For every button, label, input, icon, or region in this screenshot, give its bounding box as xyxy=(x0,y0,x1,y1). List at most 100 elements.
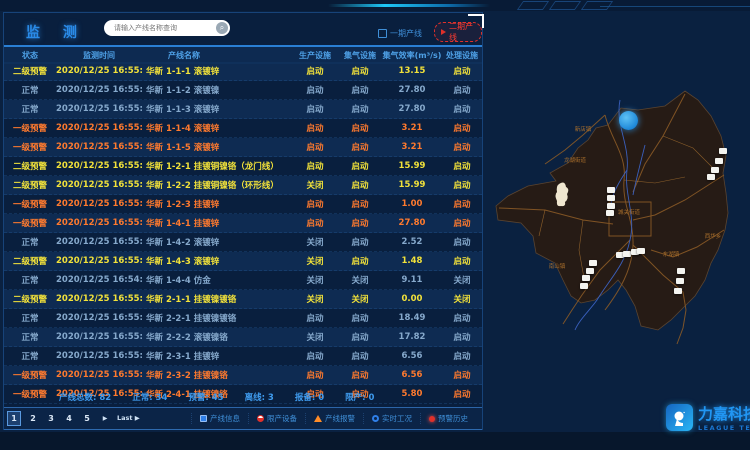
col-treat: 处理设施 xyxy=(446,51,478,60)
cell-status: 正常 xyxy=(21,105,39,115)
table-row[interactable]: 一级预警 2020/12/25 16:55:24 华新 1-1-4 滚镀锌 启动… xyxy=(4,119,482,138)
legend-item-gauge[interactable]: 实时工况 xyxy=(363,413,420,424)
table-row[interactable]: 正常 2020/12/25 16:55:24 华新 1-4-2 滚镀锌 关闭 启… xyxy=(4,233,482,252)
enterprise-marker[interactable] xyxy=(715,158,723,164)
enterprise-marker[interactable] xyxy=(719,148,727,154)
enterprise-marker[interactable] xyxy=(676,278,684,284)
enterprise-marker[interactable] xyxy=(606,210,614,216)
map-town-label: 东湖镇 xyxy=(662,252,680,258)
next-page-button[interactable]: ▶ xyxy=(102,415,108,422)
cell-name: 华新 2-3-1 挂镀锌 xyxy=(146,352,220,362)
table-row[interactable]: 一级预警 2020/12/25 16:55:24 华新 2-3-2 挂镀镍铬 启… xyxy=(4,366,482,385)
cell-status: 正常 xyxy=(21,86,39,96)
lake-shape xyxy=(555,182,569,207)
cell-treat: 启动 xyxy=(453,143,471,153)
cell-treat: 启动 xyxy=(453,67,471,77)
league-logo-icon xyxy=(666,404,693,431)
table-row[interactable]: 一级预警 2020/12/25 16:55:24 华新 1-2-3 挂镀锌 启动… xyxy=(4,195,482,214)
cell-status: 正常 xyxy=(21,314,39,324)
brand-logo: 力嘉科技 LEAGUE TE xyxy=(666,403,750,432)
cell-gas: 启动 xyxy=(351,352,369,362)
cell-eff: 15.99 xyxy=(398,161,426,171)
top-decor-strip xyxy=(0,0,750,11)
phase2-button[interactable]: 二期产线 xyxy=(434,22,482,42)
cell-status: 二级预警 xyxy=(12,67,47,77)
enterprise-marker[interactable] xyxy=(677,268,685,274)
table-row[interactable]: 二级预警 2020/12/25 16:55:04 华新 1-4-3 滚镀锌 关闭… xyxy=(4,252,482,271)
enterprise-marker[interactable] xyxy=(607,187,615,193)
enterprise-marker[interactable] xyxy=(707,174,715,180)
legend-label: 限产设备 xyxy=(267,414,297,423)
page-button[interactable]: 5 xyxy=(84,414,90,423)
cell-gas: 启动 xyxy=(351,257,369,267)
enterprise-marker[interactable] xyxy=(637,248,645,254)
table-row[interactable]: 二级预警 2020/12/25 16:55:24 华新 2-1-1 挂镀镍镀铬 … xyxy=(4,290,482,309)
table-row[interactable]: 二级预警 2020/12/25 16:55:04 华新 1-2-1 挂镀铜镍铬（… xyxy=(4,157,482,176)
enterprise-marker[interactable] xyxy=(580,283,588,289)
enterprise-marker[interactable] xyxy=(711,167,719,173)
cell-time: 2020/12/25 16:55:24 xyxy=(56,180,142,190)
gauge-icon xyxy=(372,415,379,422)
map-town-label: 龙湖街道 xyxy=(563,158,587,164)
cell-eff: 3.21 xyxy=(401,142,423,152)
table-row[interactable]: 正常 2020/12/25 16:55:24 华新 1-1-3 滚镀锌 启动 启… xyxy=(4,100,482,119)
cell-prod: 启动 xyxy=(306,314,324,324)
table-row[interactable]: 一级预警 2020/12/25 16:55:24 华新 1-4-1 挂镀锌 启动… xyxy=(4,214,482,233)
enterprise-marker[interactable] xyxy=(623,251,631,257)
noentry-icon xyxy=(257,415,264,422)
table-row[interactable]: 二级预警 2020/12/25 16:55:24 华新 1-1-1 滚镀锌 启动… xyxy=(4,62,482,81)
enterprise-marker[interactable] xyxy=(616,252,624,258)
cell-eff: 6.56 xyxy=(401,351,423,361)
table-row[interactable]: 二级预警 2020/12/25 16:55:24 华新 1-2-2 挂镀铜镍铬（… xyxy=(4,176,482,195)
table-row[interactable]: 正常 2020/12/25 16:55:04 华新 2-2-2 滚镀镍铬 关闭 … xyxy=(4,328,482,347)
summary-item: 预警: 45 xyxy=(188,393,224,403)
page-button[interactable]: 1 xyxy=(7,411,21,426)
legend-item-noentry[interactable]: 限产设备 xyxy=(248,413,305,424)
search-input[interactable] xyxy=(112,23,216,33)
table-row[interactable]: 一级预警 2020/12/25 16:55:24 华新 2-4-1 挂镀镍铬 启… xyxy=(4,385,482,404)
cell-name: 华新 1-2-3 挂镀锌 xyxy=(146,200,220,210)
incident-marker[interactable] xyxy=(618,110,638,130)
search-icon[interactable]: ⌕ xyxy=(216,22,228,34)
legend-item-dot[interactable]: 预警历史 xyxy=(420,413,476,424)
table-row[interactable]: 正常 2020/12/25 16:55:24 华新 2-3-1 挂镀锌 启动 启… xyxy=(4,347,482,366)
cell-prod: 关闭 xyxy=(306,276,324,286)
phase1-toggle[interactable]: 一期产线 xyxy=(378,28,422,39)
cell-time: 2020/12/25 16:54:44 xyxy=(56,275,142,285)
cell-time: 2020/12/25 16:55:24 xyxy=(56,199,142,209)
district-map[interactable]: 新店镇 龙湖街道 城关街道 西华乡 东湖镇 南山镇 xyxy=(487,52,747,402)
cell-status: 二级预警 xyxy=(12,162,47,172)
table-row[interactable]: 正常 2020/12/25 16:55:04 华新 2-2-1 挂镀镍镀铬 启动… xyxy=(4,309,482,328)
cell-prod: 启动 xyxy=(306,86,324,96)
page-button[interactable]: 2 xyxy=(30,414,36,423)
phase2-label: 二期产线 xyxy=(449,22,473,42)
table-row[interactable]: 正常 2020/12/25 16:54:44 华新 1-4-4 仿金 关闭 关闭… xyxy=(4,271,482,290)
cell-status: 一级预警 xyxy=(12,143,47,153)
page-button[interactable]: 4 xyxy=(66,414,72,423)
page-button[interactable]: 3 xyxy=(48,414,54,423)
cell-prod: 启动 xyxy=(306,352,324,362)
grid-icon xyxy=(200,415,207,422)
enterprise-marker[interactable] xyxy=(607,203,615,209)
cell-eff: 5.80 xyxy=(401,389,423,399)
enterprise-marker[interactable] xyxy=(607,195,615,201)
table-row[interactable]: 正常 2020/12/25 16:55:24 华新 1-1-2 滚镀镍 启动 启… xyxy=(4,81,482,100)
cell-treat: 启动 xyxy=(453,219,471,229)
top-thin-line xyxy=(600,6,750,7)
phase1-label: 一期产线 xyxy=(390,29,422,38)
last-page-button[interactable]: Last ▶ xyxy=(117,414,140,422)
cell-time: 2020/12/25 16:55:24 xyxy=(56,85,142,95)
cell-gas: 启动 xyxy=(351,314,369,324)
cell-eff: 27.80 xyxy=(398,218,426,228)
legend-item-grid[interactable]: 产线信息 xyxy=(191,413,248,424)
map-town-label: 城关街道 xyxy=(617,210,641,216)
legend-item-tri[interactable]: 产线报警 xyxy=(305,413,363,424)
col-name: 产线名称 xyxy=(168,51,200,60)
cell-eff: 6.56 xyxy=(401,370,423,380)
enterprise-marker[interactable] xyxy=(631,249,639,255)
enterprise-marker[interactable] xyxy=(589,260,597,266)
enterprise-marker[interactable] xyxy=(674,288,682,294)
table-row[interactable]: 一级预警 2020/12/25 16:55:24 华新 1-1-5 滚镀锌 启动… xyxy=(4,138,482,157)
enterprise-marker[interactable] xyxy=(582,275,590,281)
enterprise-marker[interactable] xyxy=(586,268,594,274)
